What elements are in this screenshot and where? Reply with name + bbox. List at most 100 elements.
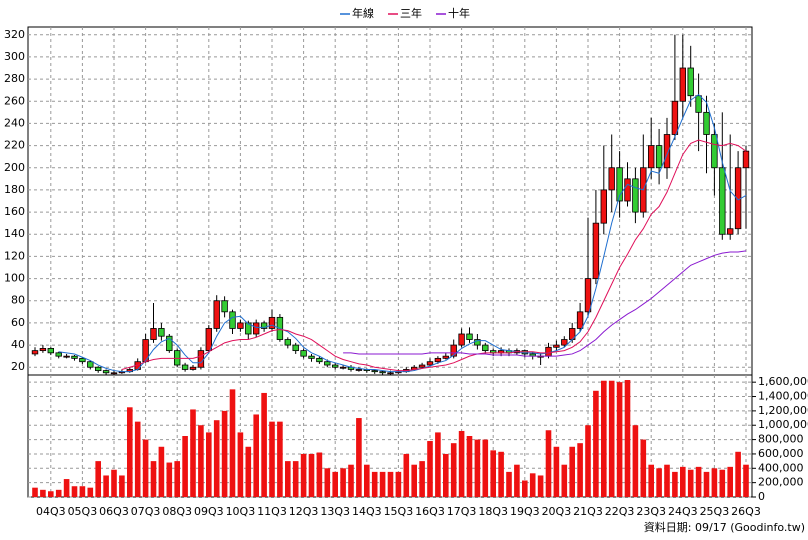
candle-body <box>576 311 584 329</box>
candle-body <box>95 366 102 371</box>
volume-bar <box>585 425 591 497</box>
volume-bar <box>687 469 694 497</box>
y-tick-label: 180 <box>4 183 25 196</box>
volume-bar <box>206 432 212 497</box>
y2-tick-label: 600,000 <box>758 447 804 460</box>
candle-body <box>442 355 449 359</box>
volume-bar <box>174 461 180 497</box>
y2-tick-label: 0 <box>758 490 765 503</box>
x-tick-label: 17Q3 <box>447 505 477 518</box>
volume-bar <box>395 471 402 497</box>
candle-body <box>608 167 615 191</box>
volume-bar <box>482 439 489 497</box>
volume-bar <box>672 471 678 497</box>
volume-bar <box>545 430 552 497</box>
y-tick-label: 240 <box>4 116 25 129</box>
legend-label: 三年 <box>400 6 422 20</box>
volume-bar <box>458 430 465 497</box>
volume-bar <box>364 464 370 497</box>
candle-body <box>553 344 560 348</box>
legend-label: 年線 <box>352 6 374 20</box>
volume-bar <box>419 461 425 497</box>
y-tick-label: 120 <box>4 249 25 262</box>
footer: 資料日期: 09/17 (Goodinfo.tw) <box>644 520 805 534</box>
volume-bar <box>308 453 315 497</box>
volume-bar <box>245 446 252 497</box>
candle-body <box>31 350 39 355</box>
volume-bar <box>735 451 741 497</box>
candle-body <box>671 100 679 135</box>
candle-body <box>324 361 331 366</box>
x-tick-label: 18Q3 <box>478 505 508 518</box>
candle-body <box>300 350 307 357</box>
candle-body <box>284 339 291 346</box>
candle-body <box>703 111 710 135</box>
volume-bar <box>55 489 62 497</box>
candle-body <box>742 150 750 169</box>
candle-body <box>418 364 426 368</box>
candle-body <box>632 178 639 213</box>
volume-bar <box>166 462 173 497</box>
volume-bar <box>411 464 417 497</box>
y-tick-label: 300 <box>4 50 25 63</box>
volume-bar <box>103 475 109 497</box>
candle-body <box>252 322 260 335</box>
volume-bar <box>648 464 654 497</box>
candle-body <box>150 328 157 340</box>
x-tick-label: 20Q3 <box>542 505 572 518</box>
candle-body <box>39 348 47 352</box>
candle-body <box>482 344 489 352</box>
candle-body <box>79 357 86 363</box>
volume-bar <box>553 446 560 497</box>
ma-line <box>121 139 747 372</box>
candle-body <box>379 371 386 374</box>
candle-body <box>316 357 323 363</box>
volume-bar <box>632 425 639 497</box>
volume-bar <box>182 436 188 497</box>
volume-bar <box>514 464 520 497</box>
candle-body <box>711 134 718 169</box>
candle-body <box>387 372 394 375</box>
candle-body <box>181 364 189 370</box>
candle-body <box>102 370 110 374</box>
x-tick-label: 22Q3 <box>605 505 635 518</box>
candle-body <box>545 346 552 357</box>
volume-bar <box>664 464 670 497</box>
y-tick-label: 160 <box>4 205 25 218</box>
volume-bar <box>32 487 38 497</box>
candle-body <box>687 67 694 97</box>
volume-bar <box>537 475 544 497</box>
volume-bar <box>379 471 386 497</box>
candle-body <box>268 316 276 329</box>
volume-bar <box>316 452 323 497</box>
volume-bar <box>237 432 244 497</box>
volume-bar <box>158 446 165 497</box>
volume-bar <box>443 453 449 497</box>
volume-bar <box>743 464 749 497</box>
y-tick-label: 260 <box>4 94 25 107</box>
y-tick-label: 280 <box>4 72 25 85</box>
ma-line <box>343 250 747 357</box>
x-tick-label: 11Q3 <box>257 505 287 518</box>
volume-bar <box>435 432 441 497</box>
x-tick-label: 19Q3 <box>510 505 540 518</box>
candle-body <box>229 311 236 329</box>
candle-body <box>173 350 181 366</box>
volume-bar <box>134 421 141 497</box>
volume-bar <box>87 487 94 497</box>
volume-bar <box>640 439 647 497</box>
candle-body <box>727 228 734 235</box>
volume-bar <box>150 461 157 497</box>
candle-body <box>719 167 726 235</box>
y-tick-label: 140 <box>4 227 25 240</box>
volume-bar <box>79 486 86 497</box>
volume-bar <box>127 407 133 497</box>
x-tick-label: 25Q3 <box>700 505 730 518</box>
candle-body <box>197 350 205 368</box>
volume-bar <box>703 471 710 497</box>
x-tick-label: 08Q3 <box>162 505 192 518</box>
volume-bar <box>300 453 307 497</box>
candle-body <box>308 355 315 359</box>
volume-bar <box>292 461 299 497</box>
ma-line <box>58 93 747 373</box>
